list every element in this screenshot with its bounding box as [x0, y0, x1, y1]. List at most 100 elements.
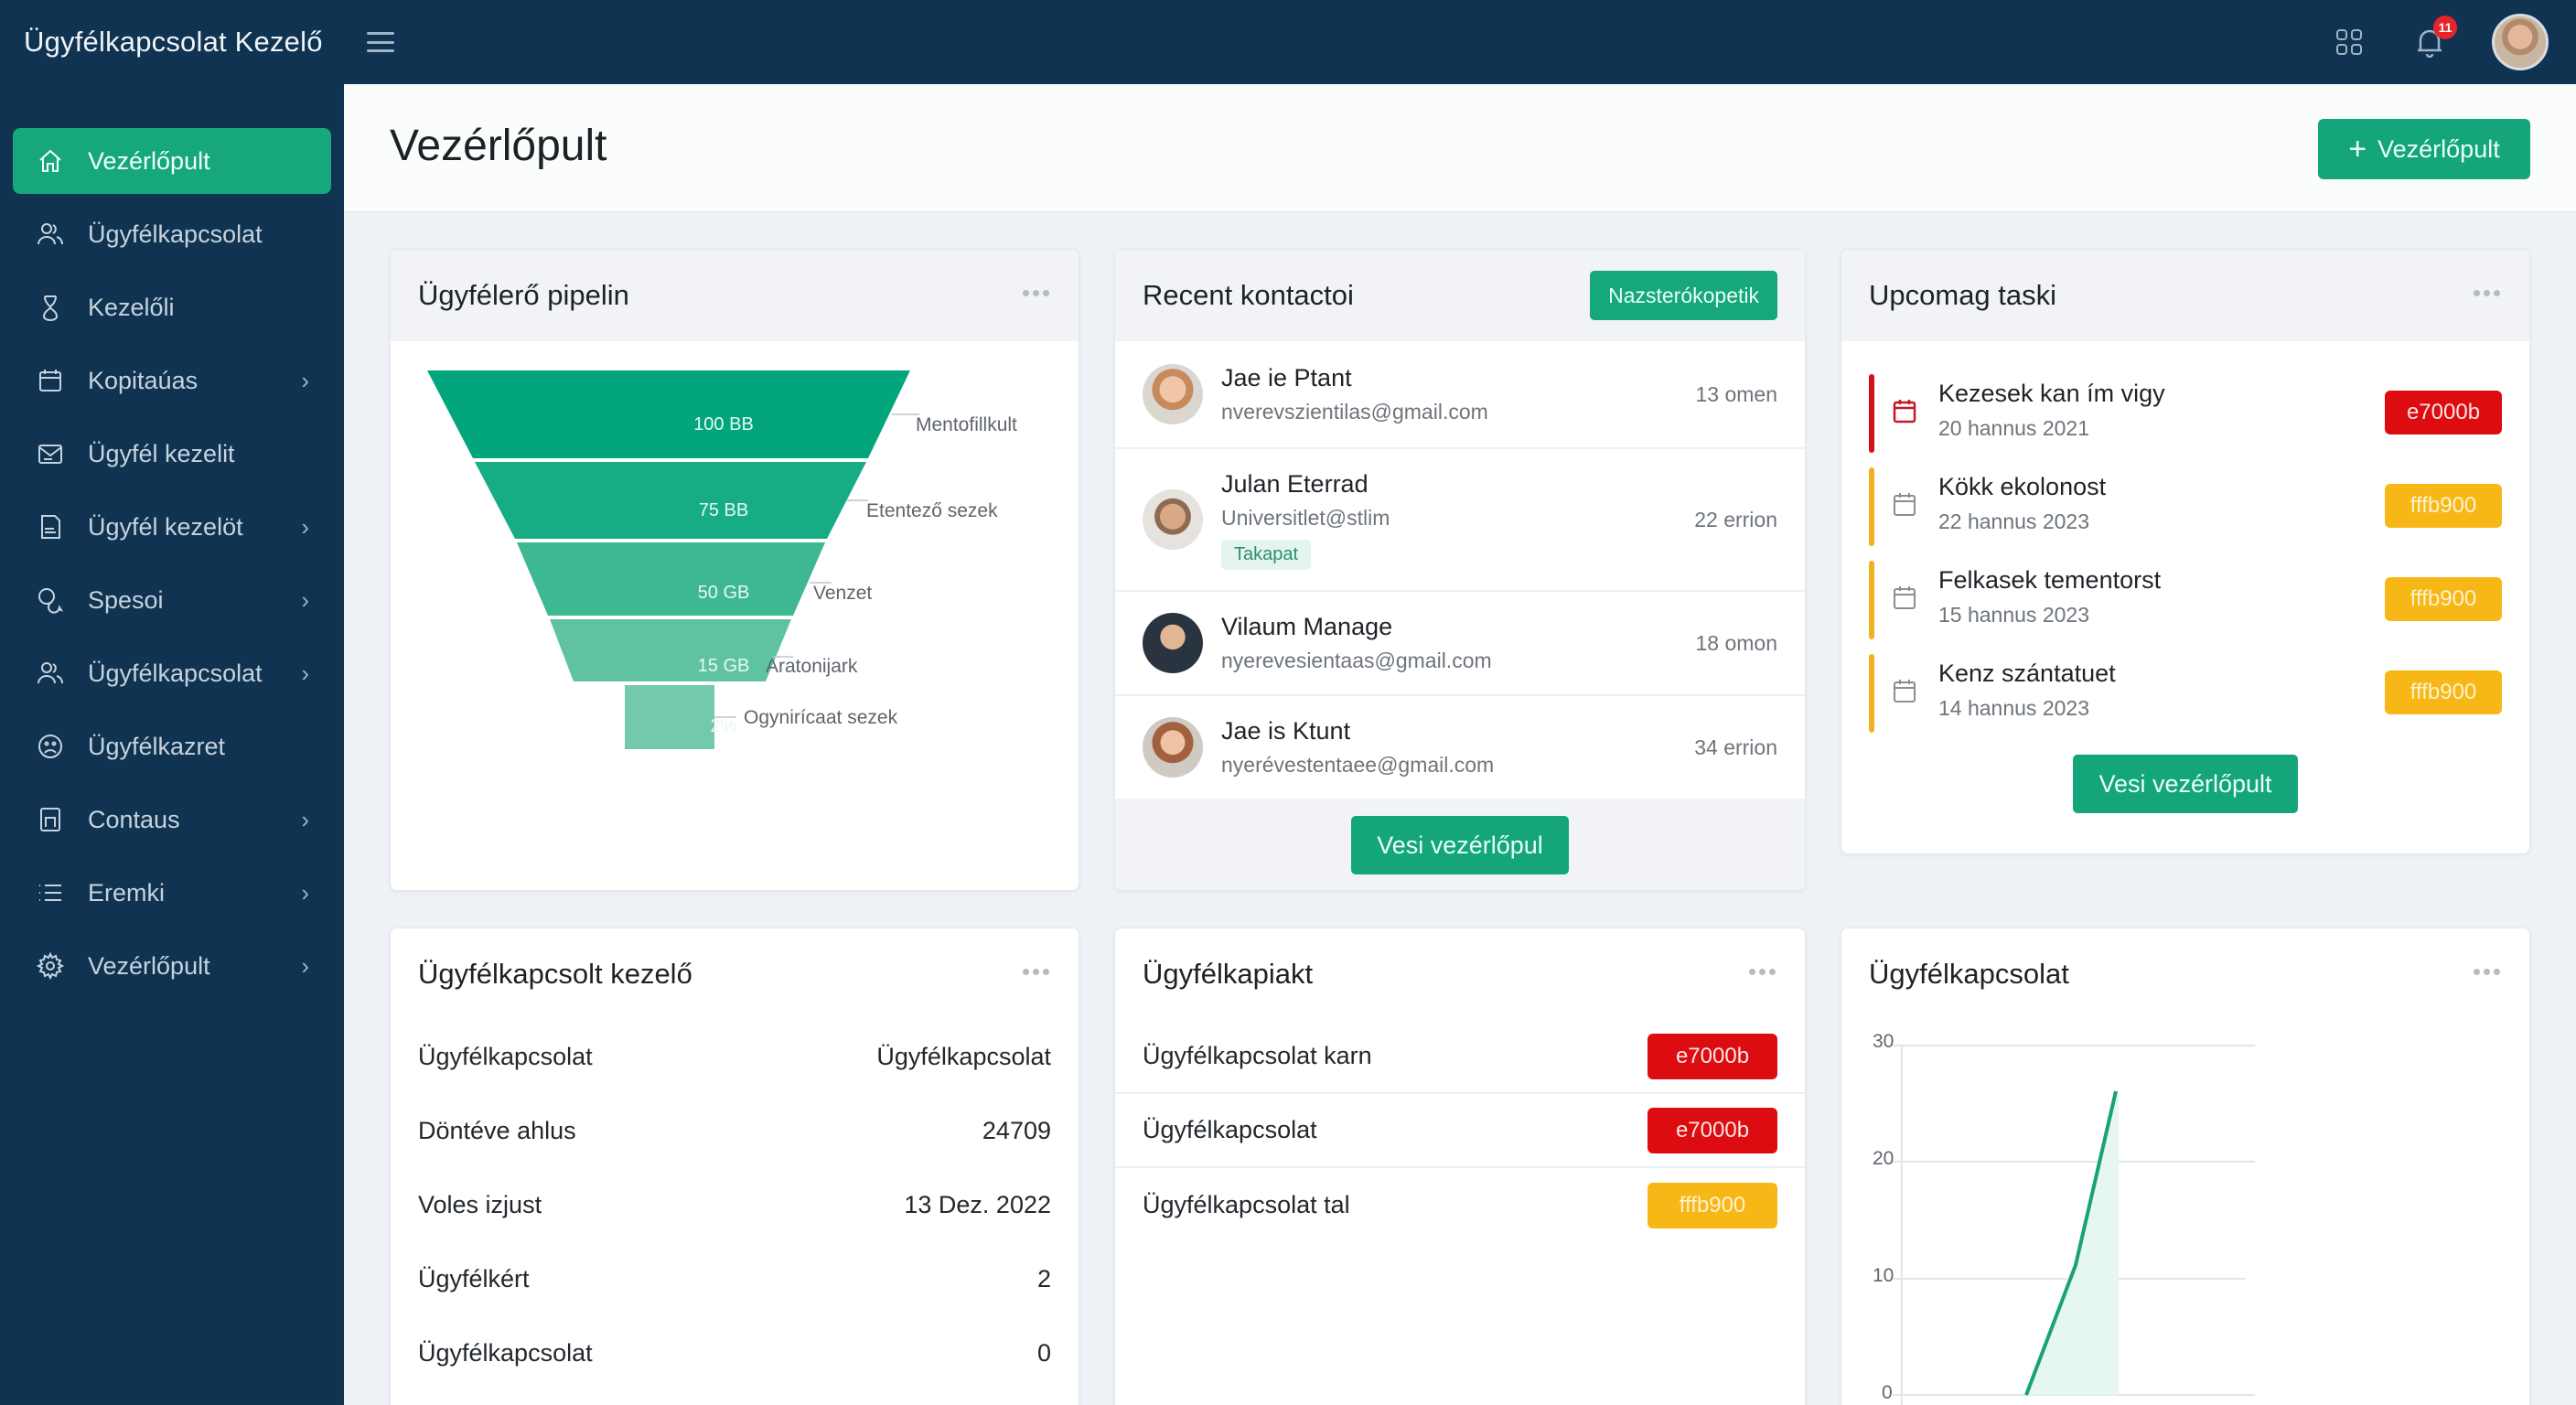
y-tick-label: 10 [1873, 1265, 1894, 1286]
funnel-stage-label: Mentofillkult [916, 414, 1017, 435]
sidebar-item-ugyfelkazret[interactable]: Ügyfélkazret [13, 713, 331, 779]
details-card: Ügyfélkapcsolt kezelő Ügyfélkapcsolat Üg… [390, 928, 1079, 1405]
detail-value: 0 [1036, 1339, 1051, 1367]
menu-toggle-icon[interactable] [366, 32, 394, 52]
status-row[interactable]: Ügyfélkapcsolat e7000b [1115, 1094, 1805, 1168]
sidebar-item-ugyfel-kezelot[interactable]: Ügyfél kezelöt › [13, 494, 331, 560]
task-status-badge: fffb900 [2385, 577, 2502, 621]
contact-avatar [1143, 489, 1203, 550]
sidebar-item-contaus[interactable]: Contaus › [13, 787, 331, 853]
status-label: Ügyfélkapcsolat [1143, 1116, 1317, 1143]
status-row[interactable]: Ügyfélkapcsolat tal fffb900 [1115, 1168, 1805, 1242]
add-dashboard-button[interactable]: + Vezérlőpult [2318, 119, 2530, 179]
detail-row: Döntéve ahlus 24709 [391, 1094, 1079, 1168]
contact-email: nverevszientilas@gmail.com [1221, 400, 1488, 424]
page-title: Vezérlőpult [390, 122, 607, 170]
details-card-header: Ügyfélkapcsolt kezelő [391, 928, 1079, 1020]
detail-label: Ügyfélkapcsolat [418, 1043, 593, 1070]
sidebar-item-ugyfel-kezelit[interactable]: Ügyfél kezelit [13, 421, 331, 487]
home-icon [35, 145, 66, 177]
more-options-icon[interactable] [2474, 290, 2500, 296]
plus-icon: + [2348, 132, 2367, 166]
y-tick-label: 20 [1873, 1148, 1894, 1169]
detail-value: 24709 [982, 1117, 1051, 1144]
sidebar-item-label: Ügyfélkazret [88, 732, 226, 760]
detail-value: 13 Dez. 2022 [904, 1191, 1051, 1218]
contact-row[interactable]: Julan Eterrad Universitlet@stlim Takapat… [1115, 449, 1805, 592]
tablet-icon [35, 804, 66, 835]
calendar-icon [1894, 493, 1916, 516]
sidebar-item-label: Ügyfél kezelit [88, 439, 235, 467]
notifications-button[interactable]: 11 [2415, 16, 2457, 59]
view-all-contacts-button[interactable]: Vesi vezérlőpul [1351, 816, 1569, 874]
pipeline-card-header: Ügyfélerő pipelin [391, 250, 1079, 341]
contact-row[interactable]: Jae ie Ptant nverevszientilas@gmail.com … [1115, 341, 1805, 449]
more-options-icon[interactable] [2474, 969, 2500, 975]
priority-bar [1869, 467, 1874, 546]
contacts-header-button[interactable]: Nazsterókopetik [1590, 271, 1777, 320]
funnel-stage-value: 75 BB [698, 500, 749, 520]
task-date: 22 hannus 2023 [1938, 509, 2089, 533]
more-options-icon[interactable] [1023, 290, 1049, 296]
task-date: 20 hannus 2021 [1938, 416, 2089, 440]
more-options-icon[interactable] [1749, 969, 1776, 975]
contacts-card-footer: Vesi vezérlőpul [1115, 799, 1805, 890]
funnel-stage-label: Ogynirícaat sezek [744, 707, 898, 728]
detail-row: Ügyfélkapcsolat Ügyfélkapcsolat [391, 1020, 1079, 1094]
chevron-right-icon: › [301, 512, 309, 541]
sidebar-item-settings[interactable]: Vezérlőpult › [13, 933, 331, 999]
tasks-card-header: Upcomag taski [1841, 250, 2529, 341]
funnel-stage-value: 50 GB [697, 583, 750, 603]
calendar-icon [1894, 680, 1916, 702]
sidebar-item-label: Contaus [88, 805, 180, 833]
user-avatar[interactable] [2492, 14, 2549, 70]
more-options-icon[interactable] [1023, 969, 1049, 975]
funnel-stage-label: Aratonijark [766, 656, 858, 677]
status-card: Ügyfélkapiakt Ügyfélkapcsolat karn e7000… [1114, 928, 1806, 1405]
status-title: Ügyfélkapiakt [1143, 958, 1314, 990]
sidebar-item-label: Kopitaúas [88, 366, 199, 394]
contact-row[interactable]: Vilaum Manage nyerevesientaas@gmail.com … [1115, 592, 1805, 696]
view-all-tasks-button[interactable]: Vesi vezérlőpult [2073, 755, 2298, 813]
hourglass-icon [35, 292, 66, 323]
task-item[interactable]: Kökk ekolonost 22 hannus 2023 fffb900 [1841, 462, 2529, 555]
contact-email: nyerévestentaee@gmail.com [1221, 753, 1495, 777]
pipeline-card: Ügyfélerő pipelin 100 BB 75 BB 50 GB 15 … [390, 249, 1079, 891]
task-title: Felkasek tementorst [1938, 566, 2162, 594]
task-item[interactable]: Felkasek tementorst 15 hannus 2023 fffb9… [1841, 555, 2529, 649]
contacts-card-header: Recent kontactoi Nazsterókopetik [1115, 250, 1805, 341]
contact-row[interactable]: Jae is Ktunt nyerévestentaee@gmail.com 3… [1115, 696, 1805, 799]
sidebar-item-eremki[interactable]: Eremki › [13, 860, 331, 926]
task-date: 15 hannus 2023 [1938, 603, 2089, 627]
contact-avatar [1143, 717, 1203, 778]
sidebar-item-label: Ügyfélkapcsolat [88, 659, 263, 687]
chevron-right-icon: › [301, 878, 309, 906]
sidebar-item-vezerlopult[interactable]: Vezérlőpult [13, 128, 331, 194]
detail-label: Ügyfélkért [418, 1265, 530, 1292]
detail-value: 2 [1036, 1265, 1051, 1292]
upcoming-tasks-card: Upcomag taski Kezesek kan ím vigy 20 han… [1841, 249, 2530, 854]
sidebar-item-spesoi[interactable]: Spesoi › [13, 567, 331, 633]
sidebar-item-kezeloli[interactable]: Kezelőli [13, 274, 331, 340]
sidebar-item-kopitauas[interactable]: Kopitaúas › [13, 348, 331, 413]
task-item[interactable]: Kezesek kan ím vigy 20 hannus 2021 e7000… [1841, 369, 2529, 462]
task-status-badge: fffb900 [2385, 484, 2502, 528]
task-item[interactable]: Kenz szántatuet 14 hannus 2023 fffb900 [1841, 649, 2529, 742]
sidebar-item-ugyfelkapcsolat-2[interactable]: Ügyfélkapcsolat › [13, 640, 331, 706]
details-title: Ügyfélkapcsolt kezelő [418, 958, 692, 990]
contact-name: Jae is Ktunt [1221, 717, 1351, 745]
y-tick-label: 30 [1873, 1031, 1894, 1052]
status-row[interactable]: Ügyfélkapcsolat karn e7000b [1115, 1020, 1805, 1094]
gear-icon [35, 950, 66, 981]
users-icon [35, 219, 66, 250]
status-badge: fffb900 [1648, 1182, 1777, 1228]
sidebar-item-ugyfelkapcsolat[interactable]: Ügyfélkapcsolat [13, 201, 331, 267]
priority-bar [1869, 654, 1874, 733]
task-title: Kenz szántatuet [1938, 660, 2116, 687]
sidebar-item-label: Eremki [88, 878, 166, 906]
contact-time: 22 errion [1694, 507, 1777, 531]
status-badge: e7000b [1648, 1107, 1777, 1153]
apps-grid-icon[interactable] [2336, 29, 2362, 55]
sidebar-item-label: Vezérlőpult [88, 146, 210, 175]
detail-label: Voles izjust [418, 1191, 542, 1218]
